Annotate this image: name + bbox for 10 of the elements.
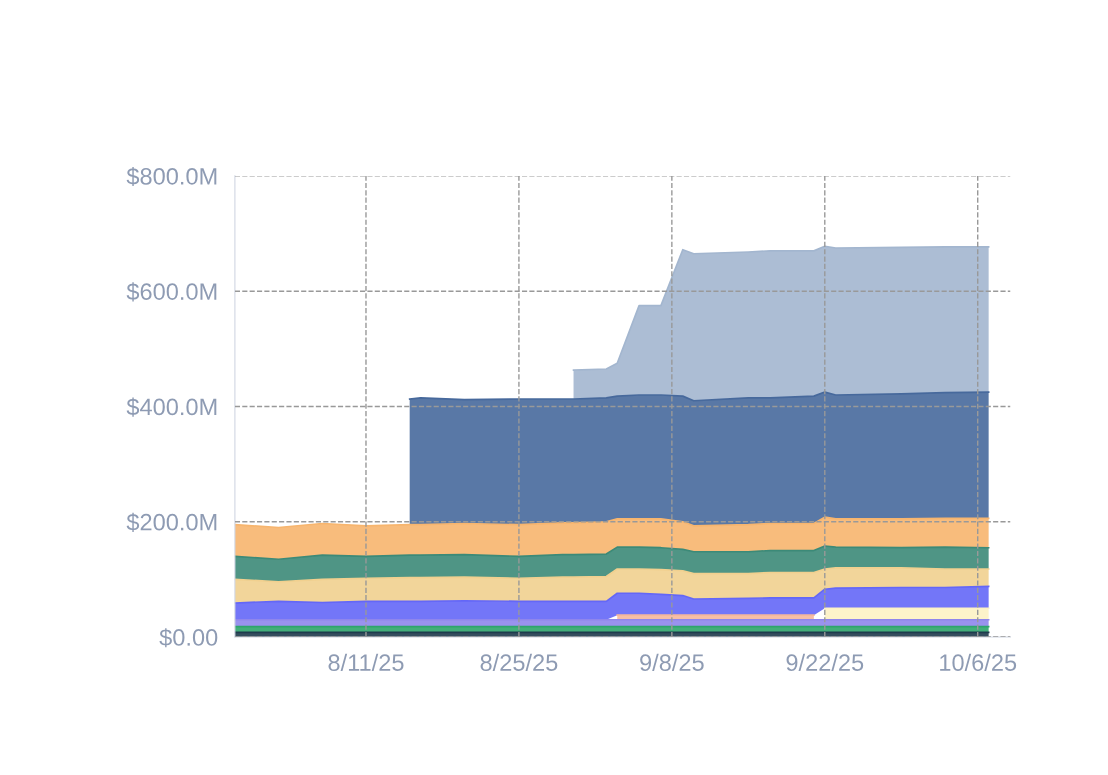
y-tick-label: $400.0M [126,397,217,417]
y-tick-label: $0.00 [159,628,218,648]
x-tick-label: 9/22/25 [786,653,864,672]
x-tick-label: 8/25/25 [480,653,558,672]
x-tick-label: 10/6/25 [940,653,1017,672]
y-tick-label: $200.0M [126,512,217,532]
y-tick-label: $600.0M [126,282,217,302]
x-tick-label: 9/8/25 [640,653,704,672]
y-tick-label: $800.0M [126,167,217,187]
x-tick-label: 8/11/25 [328,653,404,672]
